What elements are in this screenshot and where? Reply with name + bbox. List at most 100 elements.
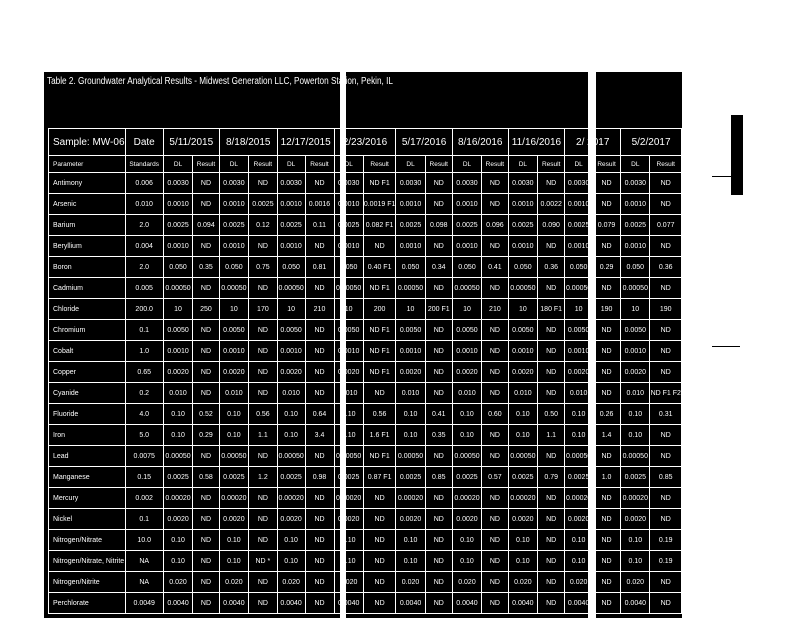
result-cell: ND xyxy=(424,445,453,467)
result-cell: ND xyxy=(649,508,682,530)
result-cell: 0.098 xyxy=(424,214,453,236)
date-header: 8/18/2015 xyxy=(218,128,278,156)
dl-cell: 0.050 xyxy=(162,256,194,278)
result-cell: ND xyxy=(304,550,335,572)
standard-cell: 0.002 xyxy=(124,487,164,509)
dl-cell: 0.00050 xyxy=(451,445,483,467)
result-cell: ND xyxy=(481,550,509,572)
dl-cell: 0.050 xyxy=(620,256,651,278)
parameter-cell: Chromium xyxy=(48,319,126,341)
result-cell: ND xyxy=(362,592,397,614)
result-cell: ND xyxy=(537,382,566,404)
result-cell: 0.79 xyxy=(537,466,566,488)
result-cell: ND xyxy=(192,529,220,551)
dl-cell: 0.0030 xyxy=(451,172,483,194)
result-cell: ND xyxy=(537,361,566,383)
result-cell: ND xyxy=(248,445,278,467)
dl-cell: 0.0010 xyxy=(333,340,364,362)
result-cell: 0.096 xyxy=(481,214,509,236)
result-cell: ND xyxy=(192,571,220,593)
result-cell: ND xyxy=(304,319,335,341)
sample-label: Sample: MW-06 xyxy=(48,128,126,156)
result-cell: ND xyxy=(591,592,622,614)
result-cell: ND xyxy=(192,445,220,467)
result-cell: ND xyxy=(304,487,335,509)
result-cell: ND xyxy=(304,277,335,299)
parameter-cell: Nickel xyxy=(48,508,126,530)
scan-artifact xyxy=(712,346,740,347)
result-cell: ND xyxy=(248,319,278,341)
result-header: Result xyxy=(537,155,566,173)
result-cell: ND xyxy=(649,445,682,467)
result-cell: 0.85 xyxy=(649,466,682,488)
dl-cell: 0.0025 xyxy=(162,466,194,488)
dl-cell: 0.10 xyxy=(276,424,306,446)
result-cell: ND xyxy=(248,361,278,383)
dl-cell: 0.00050 xyxy=(276,277,306,299)
dl-cell: 0.00050 xyxy=(218,277,250,299)
result-cell: ND xyxy=(424,571,453,593)
dl-cell: 0.0020 xyxy=(451,361,483,383)
standard-cell: 4.0 xyxy=(124,403,164,425)
result-cell: ND F1 xyxy=(362,361,397,383)
result-cell: ND xyxy=(192,172,220,194)
result-cell: 0.35 xyxy=(192,256,220,278)
result-cell: ND xyxy=(192,487,220,509)
result-cell: 0.0016 xyxy=(304,193,335,215)
table-row: Perchlorate 0.0049 0.0040 ND 0.0040 ND 0.0040 N… xyxy=(48,592,682,614)
dl-cell: 0.0010 xyxy=(276,340,306,362)
dl-cell: 0.00050 xyxy=(218,445,250,467)
result-cell: ND xyxy=(248,172,278,194)
result-cell: 0.60 xyxy=(481,403,509,425)
result-cell: ND xyxy=(649,361,682,383)
dl-cell: 10 xyxy=(333,298,364,320)
parameter-cell: Copper xyxy=(48,361,126,383)
dl-cell: 10 xyxy=(218,298,250,320)
dl-cell: 0.0040 xyxy=(162,592,194,614)
dl-cell: 0.0010 xyxy=(507,193,539,215)
result-cell: ND xyxy=(424,172,453,194)
result-cell: 0.12 xyxy=(248,214,278,236)
dl-cell: 0.10 xyxy=(395,403,426,425)
result-cell: ND xyxy=(304,508,335,530)
dl-cell: 0.0030 xyxy=(276,172,306,194)
result-cell: ND xyxy=(481,277,509,299)
table-row: Mercury 0.002 0.00020 ND 0.00020 ND 0.00020 ND 0… xyxy=(48,487,682,509)
dl-cell: 0.0025 xyxy=(218,466,250,488)
result-cell: ND xyxy=(304,571,335,593)
result-cell: 0.0019 F1 xyxy=(362,193,397,215)
result-cell: ND xyxy=(362,508,397,530)
result-cell: ND xyxy=(591,193,622,215)
result-cell: ND xyxy=(248,382,278,404)
result-cell: 0.41 xyxy=(481,256,509,278)
dl-cell: 0.0050 xyxy=(218,319,250,341)
parameter-cell: Chloride xyxy=(48,298,126,320)
dl-cell: 10 xyxy=(162,298,194,320)
result-cell: ND xyxy=(304,592,335,614)
result-cell: ND xyxy=(248,487,278,509)
result-cell: 0.0025 xyxy=(248,193,278,215)
result-cell: ND xyxy=(537,529,566,551)
result-cell: 0.40 F1 xyxy=(362,256,397,278)
dl-cell: 0.10 xyxy=(395,529,426,551)
dl-cell: 0.10 xyxy=(507,529,539,551)
dl-cell: 0.0020 xyxy=(395,508,426,530)
result-cell: ND xyxy=(481,571,509,593)
result-cell: ND xyxy=(591,550,622,572)
dl-cell: 0.10 xyxy=(218,424,250,446)
result-cell: ND xyxy=(362,571,397,593)
dl-cell: 0.0030 xyxy=(620,172,651,194)
result-cell: 1.1 xyxy=(537,424,566,446)
standard-cell: 0.0075 xyxy=(124,445,164,467)
result-cell: ND xyxy=(248,235,278,257)
dl-cell: 0.0010 xyxy=(451,235,483,257)
parameter-cell: Fluoride xyxy=(48,403,126,425)
dl-cell: 0.0010 xyxy=(218,193,250,215)
dl-cell: 0.00050 xyxy=(333,445,364,467)
dl-cell: 0.020 xyxy=(620,571,651,593)
result-cell: ND xyxy=(481,319,509,341)
result-cell: ND xyxy=(591,445,622,467)
parameter-cell: Boron xyxy=(48,256,126,278)
dl-cell: 0.0010 xyxy=(162,193,194,215)
result-cell: ND xyxy=(649,235,682,257)
